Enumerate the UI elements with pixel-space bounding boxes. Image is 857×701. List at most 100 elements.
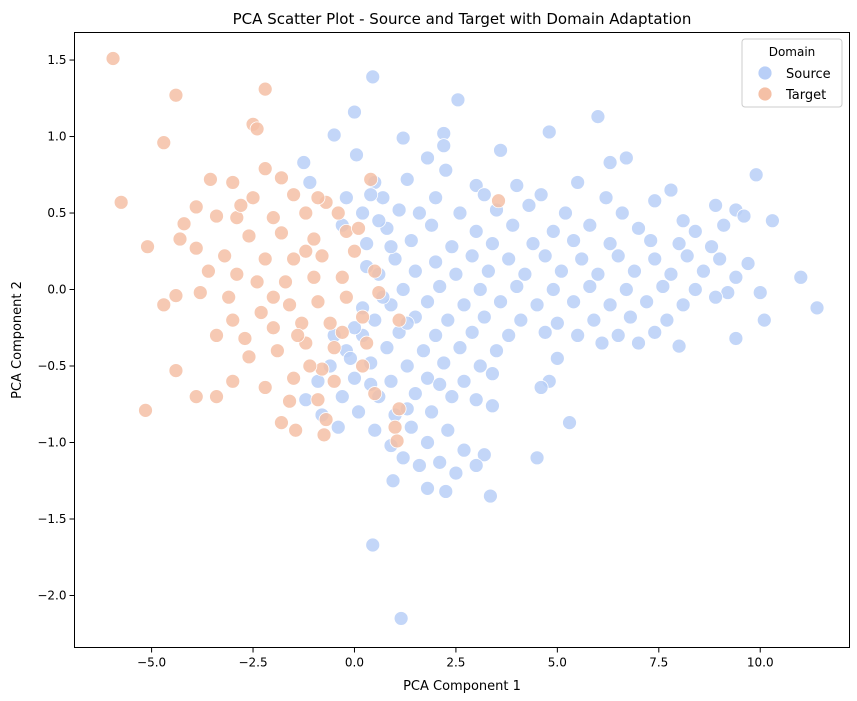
target-point	[491, 193, 506, 209]
legend-title: Domain	[769, 45, 816, 59]
target-point	[306, 231, 322, 247]
source-point	[598, 190, 614, 206]
source-point	[675, 213, 691, 229]
target-point	[316, 427, 332, 443]
source-point	[545, 223, 561, 239]
target-point	[225, 373, 241, 389]
source-point	[704, 239, 719, 255]
target-point	[318, 412, 334, 427]
source-point	[594, 335, 610, 351]
source-point	[367, 422, 383, 438]
target-point	[389, 433, 405, 449]
source-point	[411, 458, 427, 473]
source-point	[675, 297, 691, 313]
source-point	[549, 315, 565, 331]
source-point	[765, 213, 780, 229]
x-tick-label: −2.5	[238, 656, 267, 670]
target-point	[355, 358, 370, 374]
source-point	[383, 373, 399, 389]
target-point	[257, 380, 273, 395]
target-point	[391, 401, 407, 417]
x-tick-label: 7.5	[649, 656, 668, 670]
scatter-points	[105, 51, 825, 626]
source-point	[432, 454, 448, 470]
target-point	[209, 208, 224, 224]
source-point	[509, 178, 525, 193]
legend: Domain Source Target	[741, 38, 843, 108]
x-tick-label: 0.0	[345, 656, 364, 670]
source-point	[296, 155, 312, 170]
target-point	[286, 251, 302, 267]
target-point	[188, 240, 204, 256]
source-point	[513, 312, 529, 328]
target-point	[278, 274, 293, 290]
source-point	[554, 263, 569, 279]
target-point	[217, 248, 233, 264]
source-point	[432, 376, 448, 392]
source-point	[480, 263, 496, 279]
source-point	[602, 236, 618, 252]
source-point	[383, 239, 399, 255]
target-point	[188, 199, 204, 215]
target-point	[156, 135, 172, 151]
source-point	[359, 236, 375, 252]
target-point	[203, 171, 218, 187]
source-point	[541, 124, 557, 140]
target-point	[168, 87, 184, 103]
x-tick-label: 10.0	[747, 656, 774, 670]
target-point	[322, 315, 338, 331]
source-point	[379, 340, 395, 356]
source-point	[464, 248, 480, 264]
target-point	[113, 194, 129, 210]
source-point	[428, 190, 444, 206]
target-point	[314, 248, 330, 264]
source-point	[610, 248, 626, 264]
source-point	[407, 386, 423, 401]
target-point	[351, 220, 366, 236]
y-axis-ticks: −2.0 −1.5 −1.0 −0.5 0.0 0.5 1.0 1.5	[37, 53, 75, 602]
source-point	[420, 480, 435, 496]
target-point	[249, 121, 265, 137]
target-point	[286, 187, 302, 203]
plot-area-frame	[74, 32, 850, 648]
source-point	[347, 370, 362, 386]
source-point	[393, 611, 409, 626]
source-point	[501, 328, 517, 343]
source-point	[436, 355, 452, 371]
target-point	[269, 343, 285, 359]
target-point	[330, 205, 346, 221]
source-point	[438, 162, 454, 178]
source-point	[537, 248, 553, 264]
source-point	[363, 187, 379, 203]
source-point	[407, 263, 423, 279]
y-tick-label: 0.5	[47, 206, 66, 220]
target-point	[387, 419, 403, 435]
source-point	[450, 92, 466, 108]
target-point	[310, 392, 326, 408]
y-tick-label: −1.5	[37, 512, 66, 526]
source-point	[385, 473, 401, 489]
target-point	[334, 324, 350, 340]
source-point	[420, 150, 435, 166]
target-point	[209, 328, 224, 343]
target-point	[334, 269, 350, 285]
target-point	[326, 373, 342, 389]
source-point	[485, 236, 500, 252]
source-point	[302, 175, 318, 190]
source-point	[614, 205, 630, 221]
source-point	[420, 435, 435, 450]
source-point	[326, 127, 342, 143]
target-point	[367, 263, 383, 279]
source-point	[448, 465, 464, 481]
target-point	[391, 312, 407, 328]
target-point	[233, 197, 249, 213]
source-point	[456, 373, 472, 389]
source-point	[456, 442, 472, 458]
source-point	[533, 187, 549, 203]
x-axis-label: PCA Component 1	[403, 679, 521, 694]
source-point	[444, 239, 460, 255]
target-point	[359, 335, 375, 351]
source-point	[663, 266, 679, 282]
target-point	[140, 239, 155, 255]
source-point	[485, 366, 500, 382]
